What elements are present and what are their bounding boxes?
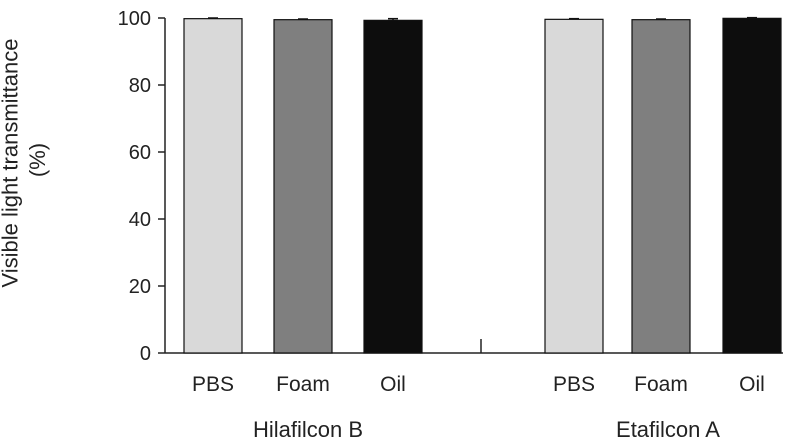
category-label: Foam <box>276 373 330 396</box>
group-label: Hilafilcon B <box>253 417 363 439</box>
y-axis-title-line-1: Visible light transmittance <box>0 39 23 288</box>
y-tick-label: 80 <box>129 75 151 97</box>
bar-hilafilcon-b-oil <box>363 19 423 354</box>
bar-hilafilcon-b-foam <box>273 19 333 354</box>
y-axis-title: Visible light transmittance (%) <box>0 32 50 287</box>
y-tick-label: 0 <box>140 343 151 365</box>
bar-etafilcon-a-pbs <box>544 18 604 354</box>
category-label: PBS <box>192 373 234 396</box>
category-label: PBS <box>553 373 595 396</box>
y-tick-label: 100 <box>118 8 151 30</box>
category-labels: PBS Foam Oil Hilafilcon B PBS Foam Oil Etafilco… <box>192 373 765 439</box>
y-axis: 0 20 40 60 80 100 <box>118 8 166 365</box>
bar-hilafilcon-b-pbs <box>183 18 243 354</box>
y-tick-label: 60 <box>129 142 151 164</box>
y-tick-label: 20 <box>129 276 151 298</box>
y-axis-title-line-2: (%) <box>25 143 50 177</box>
category-label: Oil <box>380 373 406 396</box>
y-tick-label: 40 <box>129 209 151 231</box>
bar-etafilcon-a-oil <box>722 17 782 354</box>
category-label: Foam <box>634 373 688 396</box>
bar-etafilcon-a-foam <box>631 19 691 354</box>
group-label: Etafilcon A <box>616 417 720 439</box>
bars <box>183 16 782 354</box>
category-label: Oil <box>739 373 765 396</box>
